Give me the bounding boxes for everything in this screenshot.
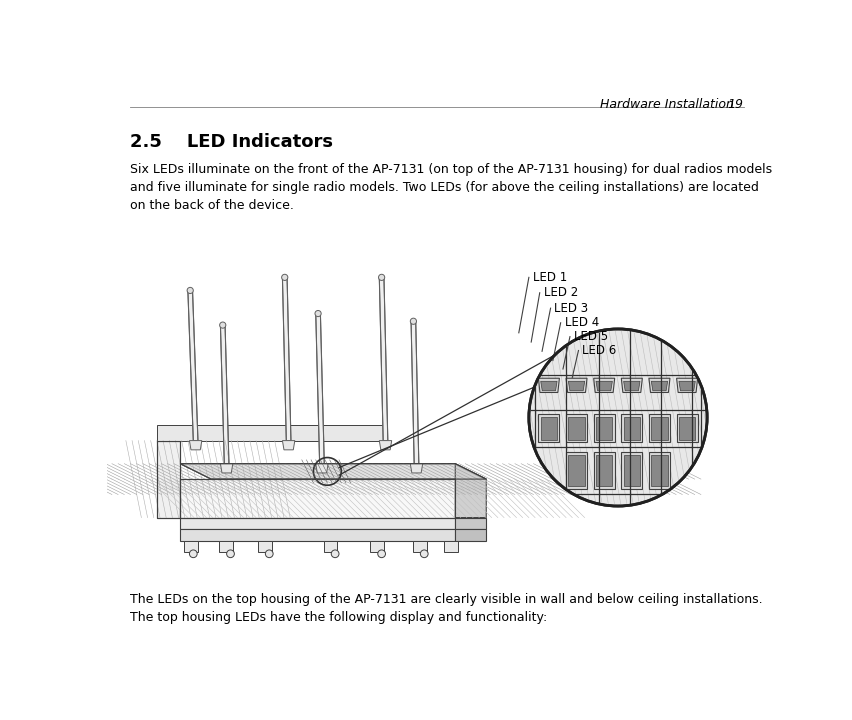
- Polygon shape: [412, 541, 427, 552]
- Polygon shape: [624, 455, 640, 487]
- Polygon shape: [282, 441, 295, 450]
- Circle shape: [187, 287, 193, 294]
- Polygon shape: [679, 417, 695, 440]
- Polygon shape: [180, 464, 486, 479]
- Polygon shape: [676, 414, 698, 442]
- Polygon shape: [596, 382, 613, 391]
- Polygon shape: [621, 378, 642, 392]
- Polygon shape: [157, 441, 180, 518]
- Polygon shape: [219, 541, 233, 552]
- Polygon shape: [624, 417, 640, 440]
- Text: Six LEDs illuminate on the front of the AP-7131 (on top of the AP-7131 housing) : Six LEDs illuminate on the front of the …: [130, 163, 772, 212]
- Polygon shape: [541, 417, 557, 440]
- Circle shape: [220, 322, 226, 328]
- Circle shape: [282, 274, 288, 280]
- Polygon shape: [455, 518, 486, 529]
- Circle shape: [411, 318, 417, 324]
- Polygon shape: [180, 479, 455, 518]
- Polygon shape: [651, 382, 668, 391]
- Polygon shape: [180, 529, 455, 541]
- Text: LED 1: LED 1: [532, 271, 567, 284]
- Polygon shape: [621, 414, 642, 442]
- Circle shape: [265, 550, 273, 557]
- Polygon shape: [455, 529, 486, 541]
- Polygon shape: [370, 541, 384, 552]
- Polygon shape: [411, 464, 423, 473]
- Text: 19: 19: [728, 98, 744, 111]
- Text: LED 2: LED 2: [544, 287, 578, 300]
- Polygon shape: [316, 313, 325, 464]
- Polygon shape: [221, 325, 229, 464]
- Polygon shape: [651, 417, 668, 440]
- Polygon shape: [594, 414, 614, 442]
- Polygon shape: [621, 452, 642, 489]
- Polygon shape: [568, 417, 584, 440]
- Polygon shape: [649, 414, 670, 442]
- Polygon shape: [649, 378, 670, 392]
- Polygon shape: [324, 541, 337, 552]
- Polygon shape: [538, 414, 560, 442]
- Circle shape: [420, 550, 428, 557]
- Polygon shape: [676, 378, 698, 392]
- Text: LED 3: LED 3: [555, 302, 589, 315]
- Polygon shape: [379, 441, 392, 450]
- Polygon shape: [541, 382, 557, 391]
- Polygon shape: [594, 452, 614, 489]
- Polygon shape: [282, 277, 291, 441]
- Circle shape: [189, 550, 197, 557]
- Polygon shape: [316, 464, 328, 473]
- Circle shape: [227, 550, 234, 557]
- Polygon shape: [538, 378, 560, 392]
- Polygon shape: [221, 464, 233, 473]
- Circle shape: [529, 329, 707, 506]
- Polygon shape: [566, 378, 587, 392]
- Polygon shape: [189, 441, 202, 450]
- Polygon shape: [568, 382, 584, 391]
- Circle shape: [378, 274, 385, 280]
- Polygon shape: [257, 541, 272, 552]
- Polygon shape: [624, 382, 640, 391]
- Text: 2.5    LED Indicators: 2.5 LED Indicators: [130, 132, 333, 150]
- Polygon shape: [180, 518, 455, 529]
- Polygon shape: [379, 277, 388, 441]
- Polygon shape: [444, 541, 458, 552]
- Polygon shape: [157, 426, 385, 441]
- Polygon shape: [566, 414, 587, 442]
- Polygon shape: [566, 452, 587, 489]
- Polygon shape: [596, 455, 613, 487]
- Polygon shape: [411, 321, 419, 464]
- Polygon shape: [649, 452, 670, 489]
- Polygon shape: [184, 541, 198, 552]
- Polygon shape: [188, 290, 198, 441]
- Circle shape: [377, 550, 385, 557]
- Text: LED 4: LED 4: [565, 316, 599, 329]
- Text: The LEDs on the top housing of the AP-7131 are clearly visible in wall and below: The LEDs on the top housing of the AP-71…: [130, 593, 763, 624]
- Polygon shape: [455, 464, 486, 518]
- Circle shape: [331, 550, 339, 557]
- Polygon shape: [679, 382, 695, 391]
- Circle shape: [315, 310, 321, 317]
- Text: Hardware Installation: Hardware Installation: [601, 98, 734, 111]
- Polygon shape: [596, 417, 613, 440]
- Polygon shape: [568, 455, 584, 487]
- Polygon shape: [594, 378, 614, 392]
- Text: LED 6: LED 6: [583, 344, 617, 357]
- Text: LED 5: LED 5: [574, 330, 608, 343]
- Polygon shape: [651, 455, 668, 487]
